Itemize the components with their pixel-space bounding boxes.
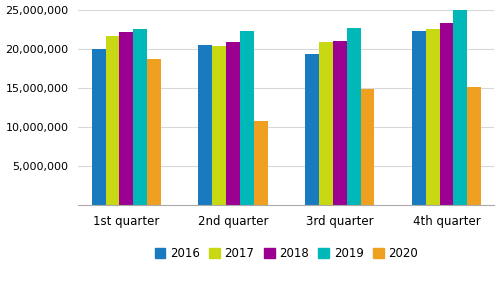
Bar [360,89,374,205]
Bar [426,29,440,205]
Bar [440,23,454,205]
Bar [346,28,360,205]
Bar [212,47,226,205]
Bar [226,43,240,205]
Bar [319,42,333,205]
Bar [92,49,106,205]
Bar [254,121,268,205]
Bar [134,29,147,205]
Bar [333,41,346,205]
Bar [467,87,481,205]
Bar [198,45,212,205]
Bar [454,10,467,205]
Bar [147,59,161,205]
Bar [240,31,254,205]
Bar [120,32,134,205]
Bar [412,31,426,205]
Bar [305,54,319,205]
Bar [106,36,120,205]
Legend: 2016, 2017, 2018, 2019, 2020: 2016, 2017, 2018, 2019, 2020 [150,243,423,265]
